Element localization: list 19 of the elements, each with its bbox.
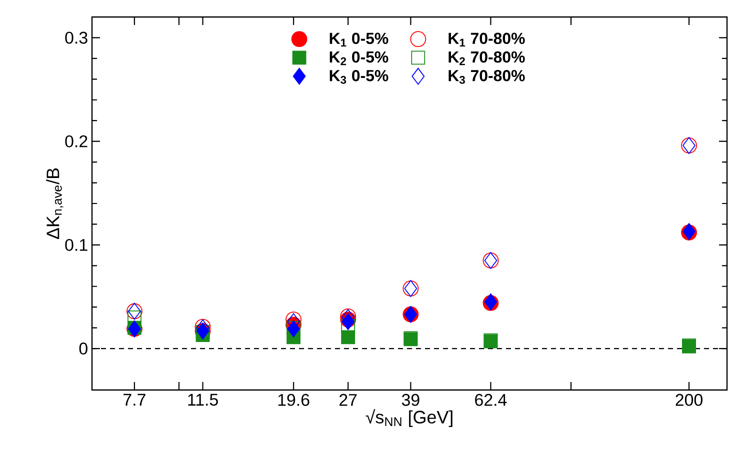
x-tick-label: 27 [340,394,357,406]
legend-label: K$_{3}$ 0-5% [330,70,388,84]
x-tick-label: 200 [676,394,702,406]
y-tick-label: 0.1 [65,238,88,251]
y-tick-label: 0.3 [65,32,88,44]
y-axis-title: ΔK$_{n,ave}$/B [46,168,64,240]
legend-label: K$_{2}$ 70-80% [448,51,525,66]
x-tick-label: 62.4 [475,394,507,406]
y-tick-label: 0 [79,342,88,355]
x-tick-label: 11.5 [188,394,218,406]
x-tick-label: 39 [402,394,420,406]
legend-label: K$_{2}$ 0-5% [330,51,388,66]
y-tick-label: 0.2 [65,135,88,148]
legend-label: K$_{1}$ 0-5% [330,32,388,46]
x-tick-label: 19.6 [278,394,310,406]
legend-label: K$_{3}$ 70-80% [448,70,525,84]
legend-label: K$_{1}$ 70-80% [448,32,525,46]
x-axis-title: √s$_{NN}$ [GeV] [366,409,452,428]
x-tick-label: 7.7 [124,394,146,406]
